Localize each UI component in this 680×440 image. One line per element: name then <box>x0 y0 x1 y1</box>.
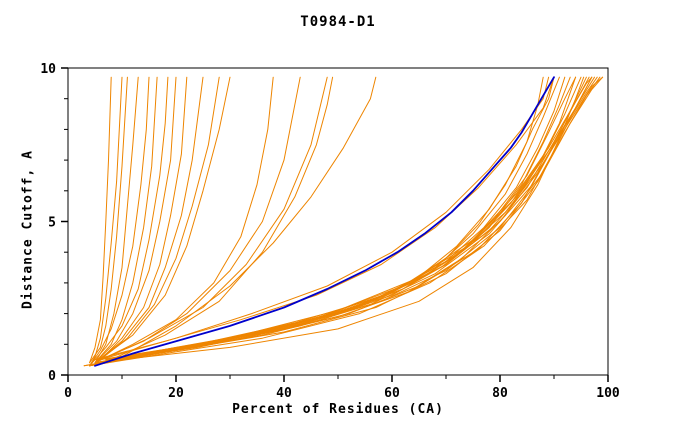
model-series-line <box>94 76 555 361</box>
highlight-series-line <box>94 76 555 367</box>
model-series-line <box>89 76 123 367</box>
model-series-line <box>94 76 587 364</box>
model-series-line <box>105 76 593 361</box>
model-series-line <box>110 76 334 361</box>
model-series-line <box>89 76 571 367</box>
model-series-line <box>94 76 204 364</box>
x-tick-label: 20 <box>168 386 184 401</box>
model-series-line <box>99 76 220 361</box>
x-tick-label: 80 <box>492 386 508 401</box>
model-series-line <box>89 76 128 364</box>
model-series-line <box>99 76 593 364</box>
model-series-line <box>89 76 555 367</box>
y-tick-label: 10 <box>40 62 56 77</box>
model-series-line <box>99 76 188 361</box>
model-series-line <box>94 76 274 364</box>
y-tick-label: 5 <box>48 216 56 231</box>
model-series-line <box>94 76 158 364</box>
model-series-line <box>89 76 601 367</box>
model-series-line <box>83 76 585 367</box>
model-series-line <box>94 76 231 364</box>
x-tick-label: 60 <box>384 386 400 401</box>
x-tick-label: 0 <box>64 386 72 401</box>
chart-title: T0984-D1 <box>300 14 376 30</box>
model-series-line <box>94 76 139 364</box>
x-axis-label: Percent of Residues (CA) <box>232 402 444 417</box>
model-series-line <box>89 76 169 367</box>
model-series-line <box>99 76 301 361</box>
model-series-line <box>89 76 112 364</box>
model-series-line <box>121 76 377 358</box>
x-tick-label: 100 <box>596 386 620 401</box>
x-tick-label: 40 <box>276 386 292 401</box>
model-series-line <box>89 76 150 367</box>
y-tick-label: 0 <box>48 369 56 384</box>
model-series-line <box>94 76 604 364</box>
model-series-line <box>94 76 328 364</box>
model-series-line <box>94 76 177 364</box>
